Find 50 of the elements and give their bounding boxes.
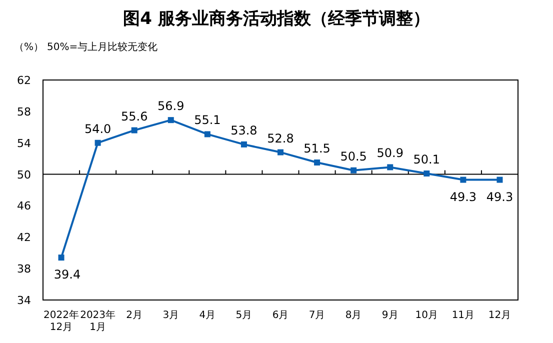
y-tick-label: 42 xyxy=(17,231,31,244)
x-tick-label: 2023年 1月 xyxy=(80,309,116,333)
data-label: 54.0 xyxy=(84,122,112,136)
x-tick-label: 10月 xyxy=(415,310,438,321)
x-tick-label: 7月 xyxy=(308,310,326,321)
x-tick-label: 4月 xyxy=(199,310,216,321)
data-label: 49.3 xyxy=(450,190,477,204)
data-label: 56.9 xyxy=(158,99,184,114)
point xyxy=(350,167,357,174)
chart-title: 图4 服务业商务活动指数（经季节调整） xyxy=(123,9,430,29)
y-tick-label: 62 xyxy=(17,74,31,87)
point xyxy=(168,117,174,124)
x-tick-label: 2022年 12月 xyxy=(44,309,79,333)
y-tick-label: 54 xyxy=(17,136,31,150)
x-tick-label: 9月 xyxy=(382,310,398,321)
x-tick-label: 2月 xyxy=(126,310,143,321)
point xyxy=(94,140,101,146)
x-tick-label: 6月 xyxy=(272,310,289,321)
data-label: 55.1 xyxy=(194,113,221,128)
point xyxy=(278,149,284,156)
data-label: 49.3 xyxy=(486,190,514,204)
y-tick-label: 50 xyxy=(17,168,31,182)
y-tick-label: 34 xyxy=(17,294,31,307)
data-label: 50.5 xyxy=(340,149,367,164)
data-label: 51.5 xyxy=(304,142,330,156)
point xyxy=(240,141,247,148)
point xyxy=(204,131,210,138)
point xyxy=(314,160,320,166)
text: 50%=与上月比较无变化 xyxy=(47,41,158,53)
data-label: 50.1 xyxy=(413,152,440,166)
y-tick-label: 46 xyxy=(17,200,31,213)
data-label: 53.8 xyxy=(230,123,258,138)
data-label: 50.9 xyxy=(376,146,404,160)
point xyxy=(387,164,394,170)
y-tick-label: 38 xyxy=(17,262,31,276)
point xyxy=(496,176,503,183)
data-label: 55.6 xyxy=(120,109,148,124)
x-tick-label: 11月 xyxy=(452,310,475,321)
data-label: 39.4 xyxy=(54,268,81,282)
x-tick-label: 8月 xyxy=(345,310,362,321)
x-tick-label: 3月 xyxy=(162,310,180,321)
y-tick-label: 58 xyxy=(17,105,31,118)
point xyxy=(58,254,64,261)
x-tick-label: 5月 xyxy=(236,310,252,321)
point xyxy=(131,127,138,134)
point xyxy=(424,170,430,176)
x-tick-label: 12月 xyxy=(488,310,512,321)
point xyxy=(460,176,466,183)
data-label: 52.8 xyxy=(267,131,294,146)
y-axis-title: （%） xyxy=(14,42,44,53)
